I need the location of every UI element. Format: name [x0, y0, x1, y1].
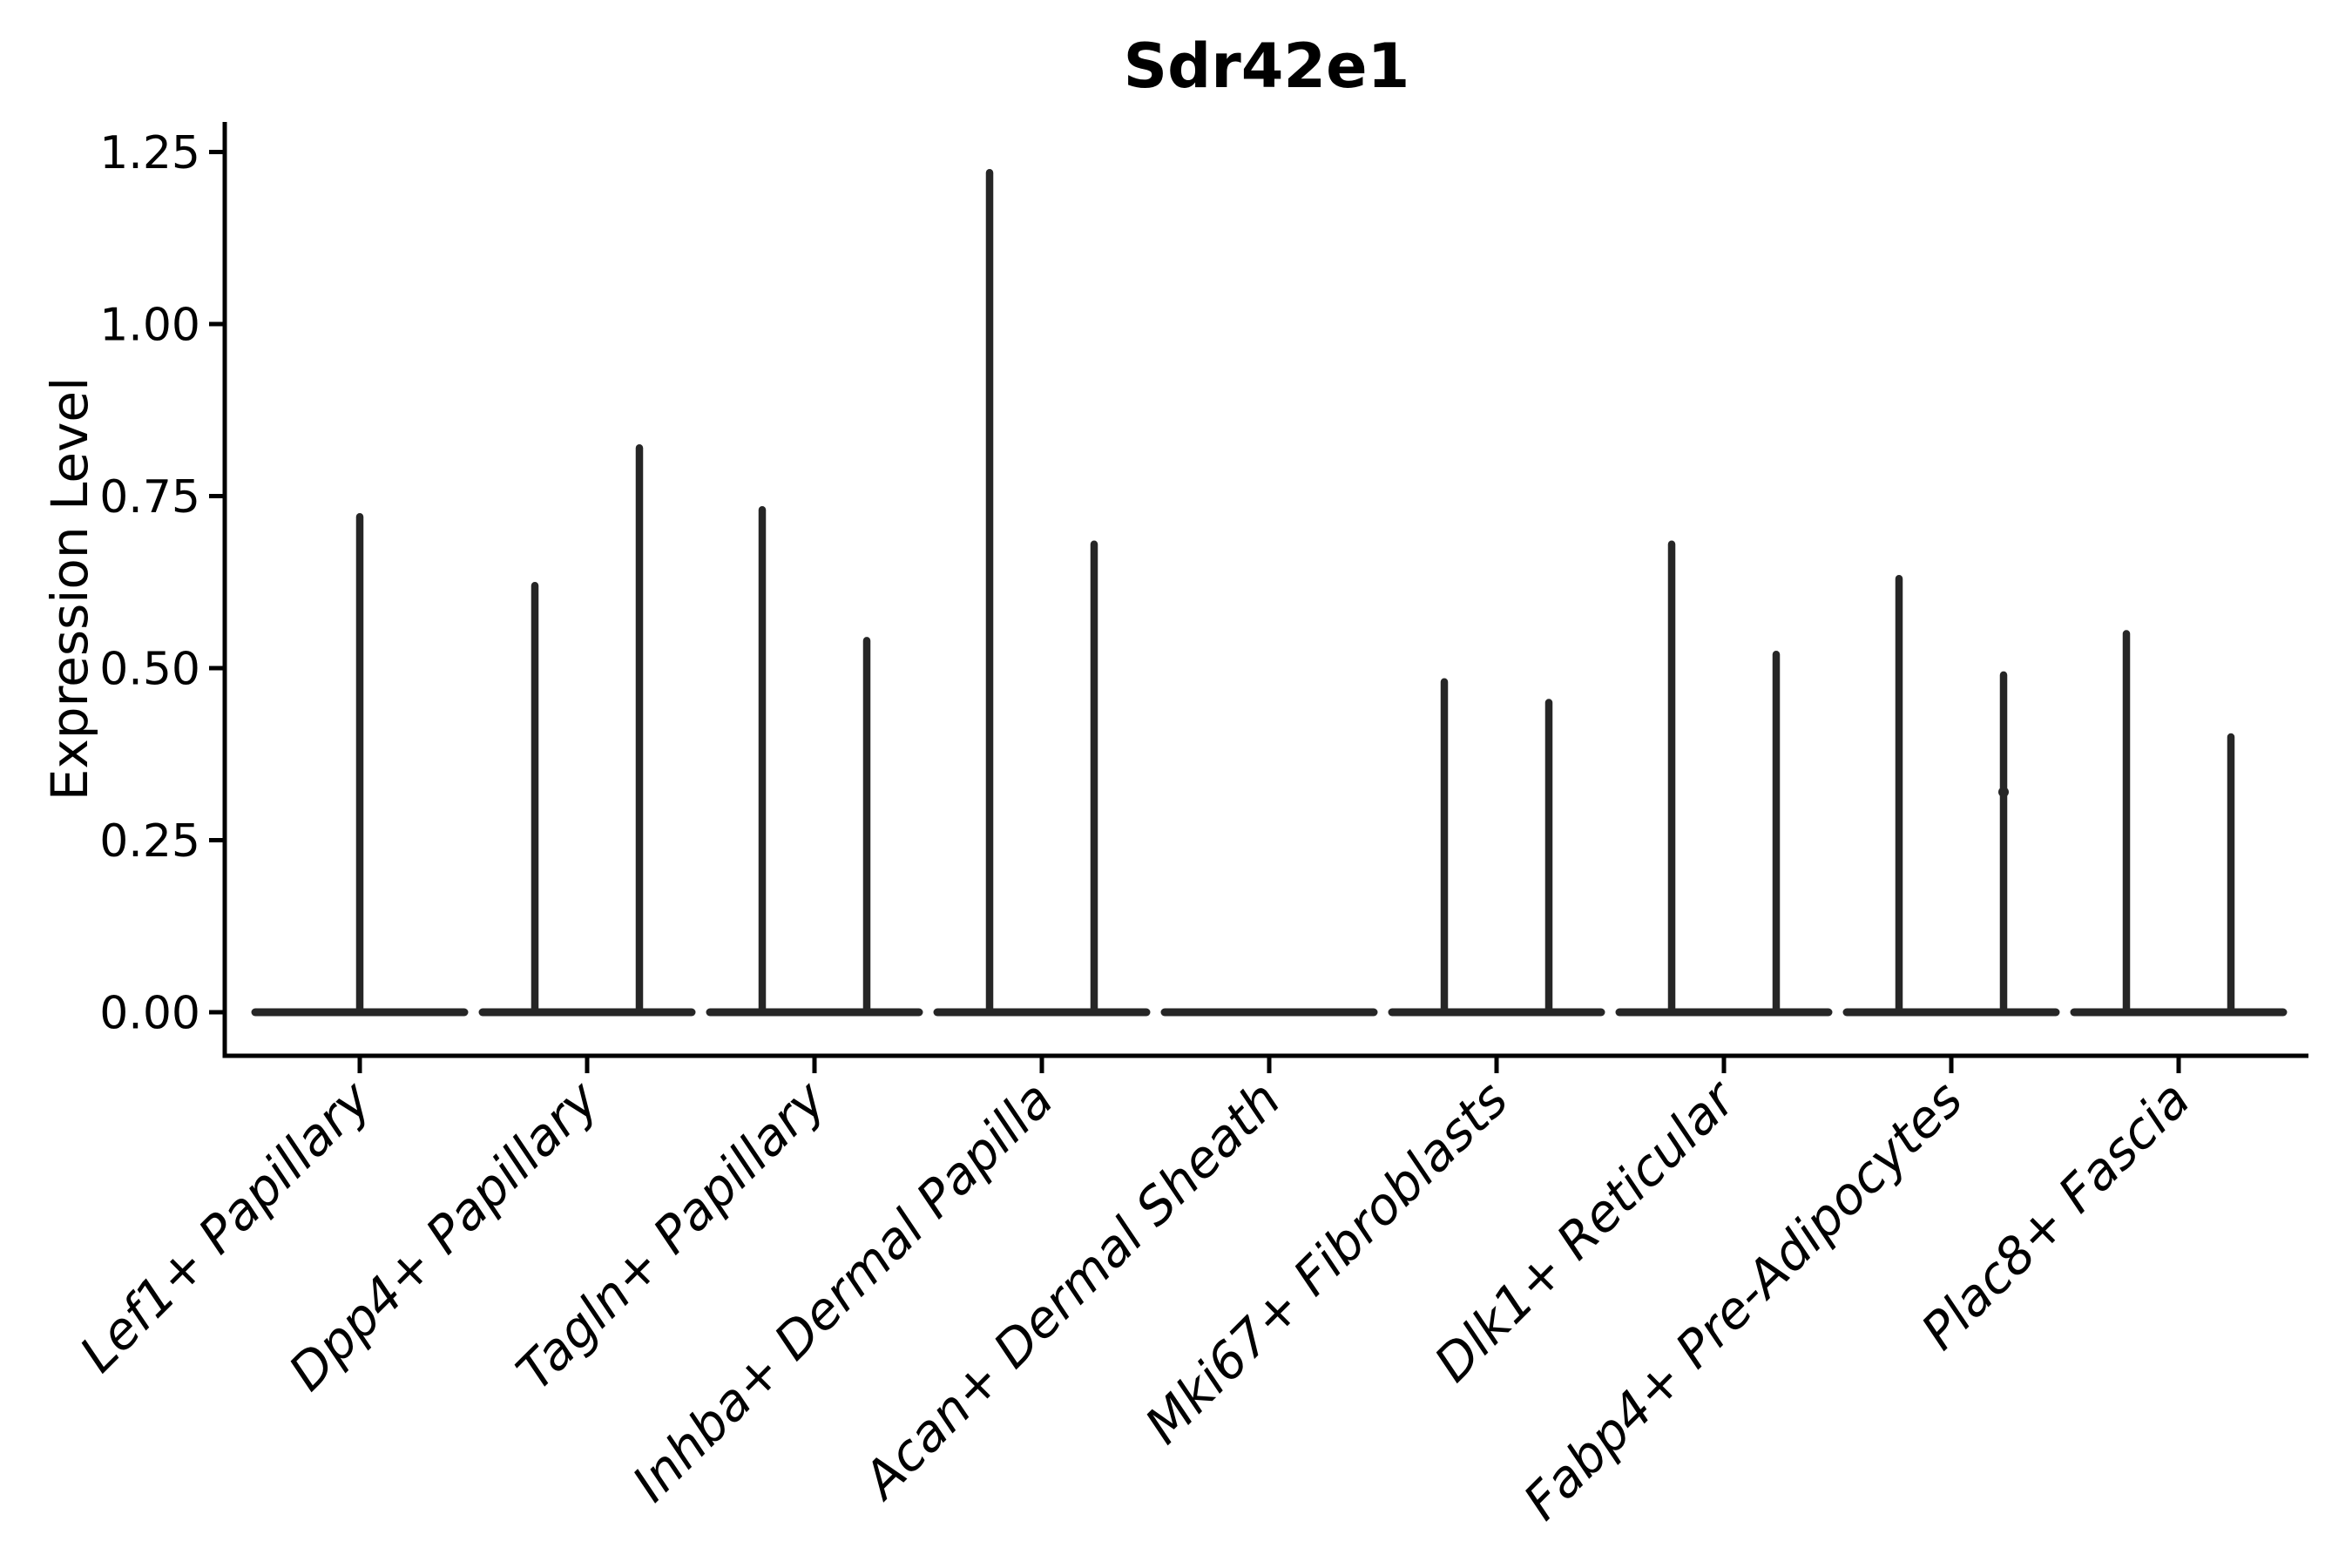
x-tick-label: Inhba+ Dermal Papilla [621, 1070, 1064, 1513]
y-tick-label: 0.25 [99, 815, 200, 868]
plot-title: Sdr42e1 [1123, 30, 1410, 102]
y-tick-label: 1.25 [99, 127, 200, 179]
expression-point [1998, 787, 2009, 798]
y-tick-label: 0.00 [99, 988, 200, 1040]
y-tick-label: 0.75 [99, 471, 200, 524]
y-tick-label: 0.50 [99, 644, 200, 696]
x-tick-label: Acan+ Dermal Sheath [849, 1070, 1292, 1512]
x-tick-label: Fabp4+ Pre-Adipocytes [1512, 1070, 1974, 1531]
y-tick-label: 1.00 [99, 300, 200, 352]
